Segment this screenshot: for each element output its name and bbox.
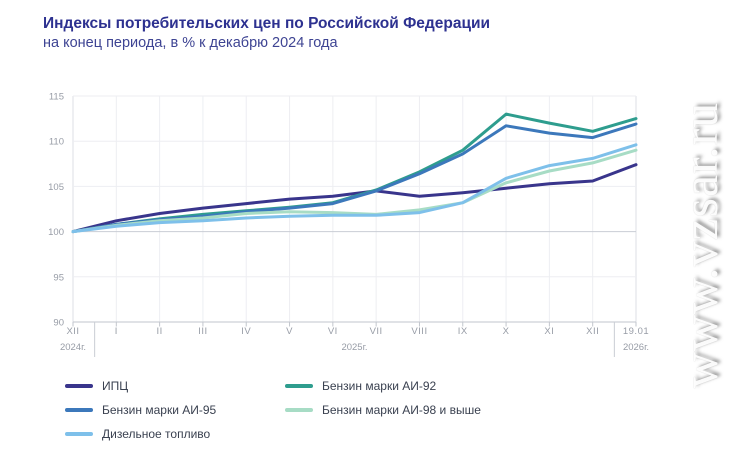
chart-legend: ИПЦ Бензин марки АИ-95 Дизельное топливо Бе… <box>65 374 481 446</box>
legend-item: ИПЦ <box>65 379 285 393</box>
legend-item: Дизельное топливо <box>65 427 285 441</box>
series-line-1 <box>71 163 638 234</box>
x-axis-month-label: I <box>115 326 118 337</box>
legend-swatch-line <box>65 432 93 436</box>
legend-label: Дизельное топливо <box>102 427 211 441</box>
legend-item: Бензин марки АИ-98 и выше <box>285 403 481 417</box>
chart-subtitle: на конец периода, в % к декабрю 2024 год… <box>43 35 338 51</box>
legend-swatch-line <box>285 408 313 412</box>
x-axis-month-label: VIII <box>411 326 427 337</box>
y-axis-tick-label: 115 <box>49 92 64 103</box>
x-axis-month-label: XI <box>544 326 554 337</box>
chart-header: Индексы потребительских цен по Российско… <box>43 14 663 53</box>
x-axis-month-label: IX <box>458 326 468 337</box>
x-axis-month-label: 19.01 <box>623 326 649 337</box>
y-axis-tick-label: 90 <box>53 318 64 329</box>
x-axis-year-label: 2025г. <box>341 342 367 353</box>
y-axis-tick-label: 100 <box>48 227 64 238</box>
x-axis-month-label: IV <box>241 326 251 337</box>
x-axis-month-label: V <box>286 326 293 337</box>
x-axis-month-label: VI <box>328 326 338 337</box>
legend-label: Бензин марки АИ-92 <box>322 379 437 393</box>
x-axis-month-label: II <box>156 326 162 337</box>
legend-swatch-line <box>65 384 93 388</box>
x-axis-month-label: VII <box>370 326 383 337</box>
legend-item: Бензин марки АИ-92 <box>285 379 481 393</box>
series-line-5 <box>71 148 638 234</box>
legend-label: ИПЦ <box>102 379 129 393</box>
legend-label: Бензин марки АИ-98 и выше <box>322 403 481 417</box>
legend-swatch-line <box>285 384 313 388</box>
legend-label: Бензин марки АИ-95 <box>102 403 217 417</box>
x-axis-month-label: XII <box>586 326 599 337</box>
y-axis-tick-label: 95 <box>53 272 64 283</box>
x-axis-month-label: XII <box>66 326 79 337</box>
chart-title: Индексы потребительских цен по Российско… <box>43 15 491 32</box>
y-axis-tick-label: 105 <box>48 182 64 193</box>
series-line-3 <box>71 143 638 234</box>
x-axis-year-label: 2024г. <box>60 342 86 353</box>
x-axis-month-label: X <box>503 326 510 337</box>
legend-swatch-line <box>65 408 93 412</box>
x-axis-month-label: III <box>198 326 207 337</box>
y-axis-tick-label: 110 <box>49 137 64 148</box>
x-axis-year-label: 2026г. <box>623 342 649 353</box>
legend-item: Бензин марки АИ-95 <box>65 403 285 417</box>
